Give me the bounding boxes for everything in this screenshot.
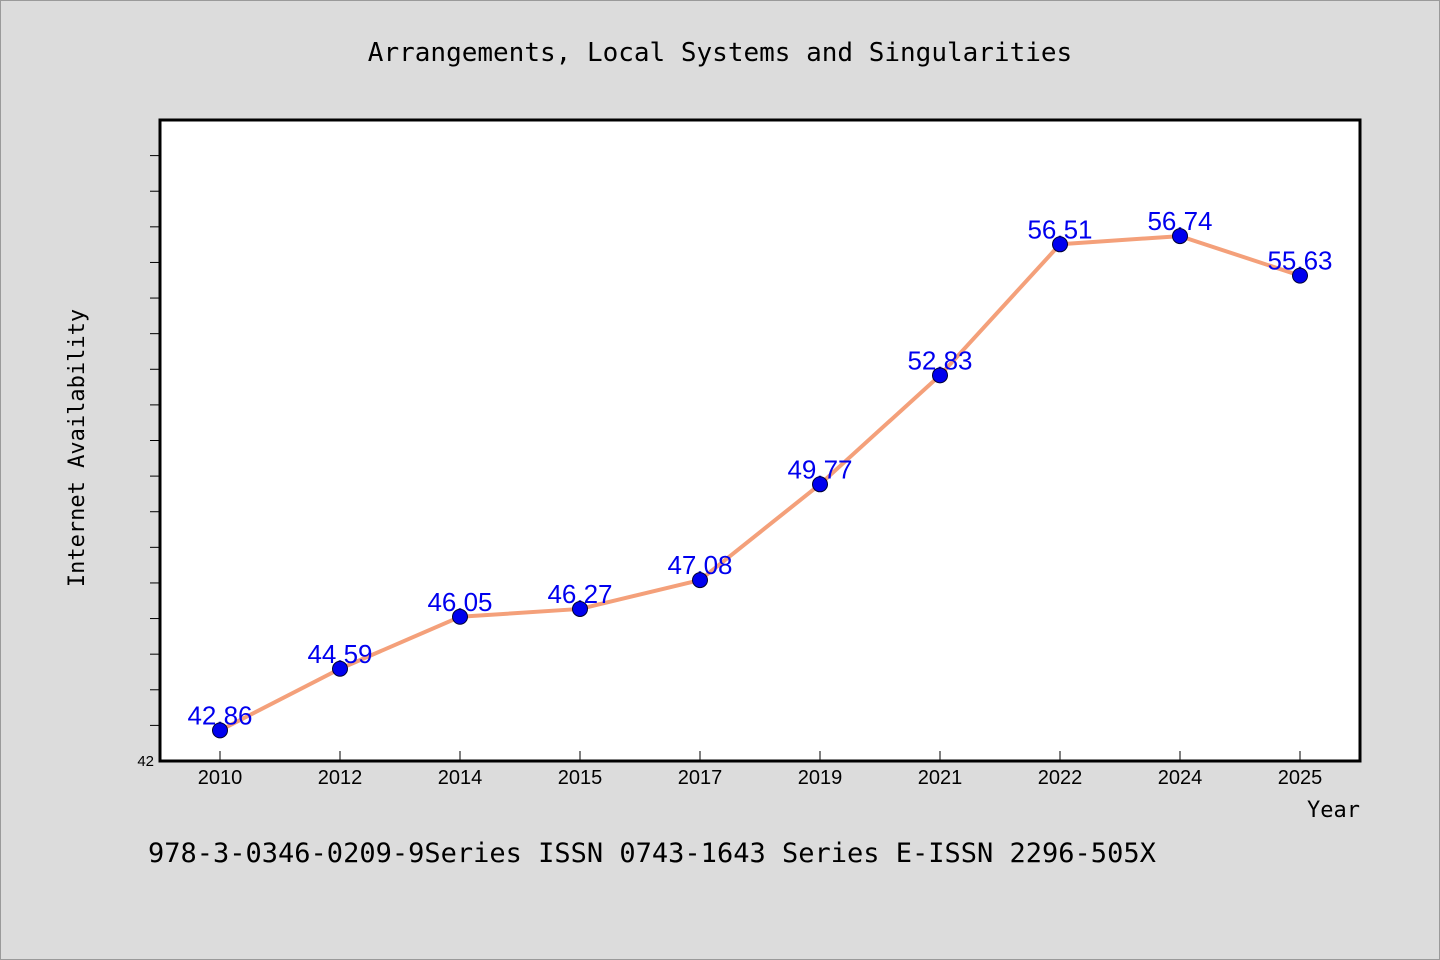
footer-text: 978-3-0346-0209-9Series ISSN 0743-1643 S… xyxy=(148,838,1156,869)
x-tick-label: 2022 xyxy=(1038,767,1083,789)
data-point xyxy=(332,660,348,677)
y-tick-label: 42 xyxy=(137,753,154,770)
data-point xyxy=(812,476,828,493)
series-line xyxy=(218,234,1302,733)
x-tick-label: 2019 xyxy=(798,767,843,789)
y-axis-ticks: 42 xyxy=(137,155,160,770)
data-point xyxy=(1052,236,1068,253)
data-point xyxy=(692,572,708,589)
plot-area xyxy=(158,118,1362,763)
data-point xyxy=(452,608,468,625)
y-axis-label: Internet Availability xyxy=(65,309,90,587)
x-tick-label: 2010 xyxy=(198,767,243,789)
data-point xyxy=(1292,267,1308,284)
x-tick-label: 2014 xyxy=(438,767,483,789)
chart-title: Arrangements, Local Systems and Singular… xyxy=(368,38,1072,68)
data-point xyxy=(572,600,588,617)
data-point xyxy=(932,367,948,384)
x-axis-label: Year xyxy=(1307,798,1360,823)
data-point xyxy=(212,722,228,739)
x-tick-label: 2021 xyxy=(918,767,963,789)
x-tick-label: 2025 xyxy=(1278,767,1323,789)
x-tick-label: 2017 xyxy=(678,767,723,789)
x-axis-ticks: 2010 2012 2014 2015 2017 2019 2021 2022 2024 2025 xyxy=(198,751,1323,789)
data-point xyxy=(1172,228,1188,245)
x-tick-label: 2015 xyxy=(558,767,603,789)
x-tick-label: 2012 xyxy=(318,767,363,789)
x-tick-label: 2024 xyxy=(1158,767,1203,789)
